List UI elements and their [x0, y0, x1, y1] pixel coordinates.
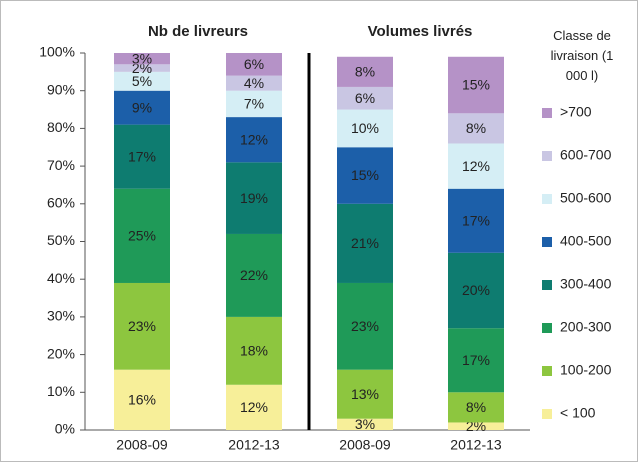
bar-segment [114, 124, 170, 189]
value-label: 25% [128, 228, 156, 244]
legend-swatch [542, 108, 552, 118]
y-tick-label: 70% [47, 157, 75, 173]
value-label: 12% [240, 399, 268, 415]
bar-segment [337, 56, 393, 87]
value-label: 9% [132, 99, 152, 115]
value-label: 6% [244, 56, 264, 72]
value-label: 15% [462, 77, 490, 93]
x-tick-label: 2008-09 [116, 437, 168, 453]
value-label: 12% [462, 158, 490, 174]
value-label: 18% [240, 343, 268, 359]
legend-swatch [542, 194, 552, 204]
y-tick-label: 20% [47, 345, 75, 361]
bar-segment [337, 369, 393, 419]
legend-label: 100-200 [560, 362, 612, 378]
y-tick-label: 90% [47, 81, 75, 97]
bar-segment [448, 188, 504, 253]
value-label: 3% [355, 416, 375, 432]
bar-segment [226, 53, 282, 76]
value-label: 19% [240, 190, 268, 206]
legend-label: 300-400 [560, 276, 612, 292]
bar-segment [114, 71, 170, 91]
x-tick-label: 2008-09 [339, 437, 391, 453]
bar-segment [448, 252, 504, 329]
value-label: 15% [351, 167, 379, 183]
legend-swatch [542, 280, 552, 290]
legend-label: >700 [560, 104, 592, 120]
bar-segment [337, 86, 393, 110]
value-label: 23% [351, 318, 379, 334]
value-label: 5% [132, 73, 152, 89]
bar-segment [337, 418, 393, 430]
legend-swatch [542, 409, 552, 419]
value-label: 20% [462, 282, 490, 298]
bar-segment [448, 422, 504, 430]
bar-segment [337, 147, 393, 204]
y-tick-label: 40% [47, 270, 75, 286]
bar-segment [114, 369, 170, 430]
legend-label: 500-600 [560, 190, 612, 206]
legend-label: < 100 [560, 405, 596, 421]
legend-swatch [542, 323, 552, 333]
y-tick-label: 50% [47, 232, 75, 248]
legend-title: Classe de livraison (1 000 l) [550, 28, 614, 83]
bar-segment [114, 282, 170, 370]
value-label: 17% [128, 148, 156, 164]
value-label: 23% [128, 318, 156, 334]
value-label: 6% [355, 90, 375, 106]
legend-label: 600-700 [560, 147, 612, 163]
y-tick-label: 0% [55, 421, 75, 437]
legend-swatch [542, 151, 552, 161]
value-label: 8% [355, 64, 375, 80]
y-tick-label: 60% [47, 195, 75, 211]
legend-label: 200-300 [560, 319, 612, 335]
value-label: 17% [462, 212, 490, 228]
legend-swatch [542, 366, 552, 376]
bar-segment [226, 233, 282, 317]
legend-swatch [542, 237, 552, 247]
bar-segment [114, 188, 170, 283]
value-label: 13% [351, 386, 379, 402]
bar-segment [448, 392, 504, 423]
bar-segment [226, 90, 282, 118]
bar-segment [337, 282, 393, 370]
y-tick-label: 80% [47, 119, 75, 135]
value-label: 16% [128, 392, 156, 408]
bar-segment [226, 316, 282, 385]
bar-segment [337, 109, 393, 148]
bar-segment [226, 384, 282, 430]
value-label: 22% [240, 267, 268, 283]
value-label: 8% [466, 399, 486, 415]
y-tick-label: 10% [47, 383, 75, 399]
bar-segment [114, 53, 170, 65]
bar-segment [448, 328, 504, 393]
value-label: 10% [351, 120, 379, 136]
x-tick-label: 2012-13 [228, 437, 280, 453]
panel-title: Nb de livreurs [148, 23, 248, 40]
bar-segment [448, 113, 504, 144]
x-tick-label: 2012-13 [450, 437, 502, 453]
value-label: 17% [462, 352, 490, 368]
y-tick-label: 30% [47, 308, 75, 324]
value-label: 12% [240, 131, 268, 147]
bar-segment [226, 75, 282, 91]
value-label: 21% [351, 235, 379, 251]
value-label: 8% [466, 120, 486, 136]
bar-segment [114, 64, 170, 72]
bar-segment [114, 90, 170, 125]
bar-segment [226, 117, 282, 163]
bar-segment [448, 143, 504, 189]
bar-segment [448, 56, 504, 114]
value-label: 3% [132, 50, 152, 66]
bar-segment [337, 203, 393, 283]
value-label: 4% [244, 75, 264, 91]
value-label: 7% [244, 96, 264, 112]
y-tick-label: 100% [39, 44, 75, 60]
bar-segment [226, 162, 282, 234]
legend-label: 400-500 [560, 233, 612, 249]
panel-title: Volumes livrés [368, 23, 473, 40]
